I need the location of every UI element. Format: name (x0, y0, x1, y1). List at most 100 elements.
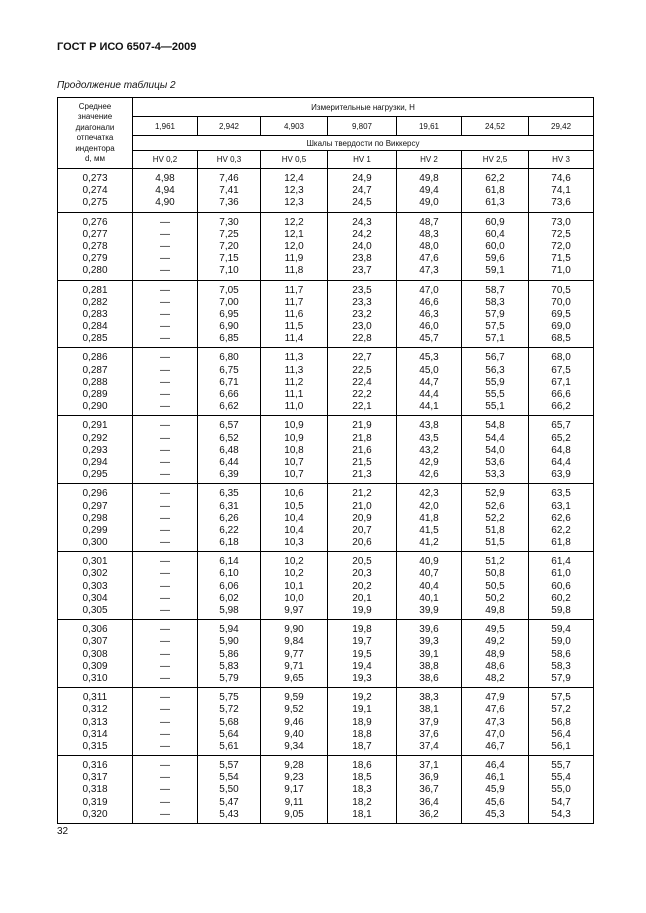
hardness-cell: 5,94 5,90 5,86 5,83 5,79 (197, 619, 261, 689)
diagonal: 0,274 (82, 185, 108, 197)
hardness: 10,2 (284, 556, 304, 568)
diagonal: 0,281 (82, 284, 108, 296)
hardness: 5,72 (219, 704, 239, 716)
hardness: 6,62 (219, 401, 239, 413)
hardness: 42,0 (419, 500, 439, 512)
hardness: 7,05 (219, 284, 239, 296)
hardness: 61,4 (551, 556, 571, 568)
hardness: 48,2 (485, 672, 505, 684)
diagonal: 0,288 (82, 376, 108, 388)
hardness: 24,9 (352, 173, 372, 184)
row-group: 0,306 0,307 0,308 0,309 0,310— — — — —5,94 5,90 5,… (57, 619, 595, 689)
hardness: 5,61 (219, 740, 239, 752)
hardness: 47,9 (485, 692, 505, 704)
header-line: d, мм (85, 154, 105, 163)
hardness: — (160, 469, 170, 481)
hardness-cell: 7,05 7,00 6,95 6,90 6,85 (197, 279, 261, 349)
hardness: 48,7 (419, 216, 439, 228)
diagonal: 0,293 (82, 444, 108, 456)
hardness: 18,2 (352, 796, 372, 808)
hardness: 70,0 (551, 296, 571, 308)
hardness-cell: 60,9 60,4 60,0 59,6 59,1 (461, 211, 529, 281)
hardness: 6,85 (219, 333, 239, 345)
hardness: 56,8 (551, 716, 571, 728)
hardness-cell: 4,98 4,94 4,90 (132, 168, 198, 213)
hardness: 23,5 (352, 284, 372, 296)
hardness: 60,0 (485, 240, 505, 252)
hardness: 6,18 (219, 537, 239, 549)
hardness: 59,1 (485, 265, 505, 277)
hardness: 18,7 (352, 740, 372, 752)
hardness: 24,2 (352, 228, 372, 240)
hardness: 20,6 (352, 537, 372, 549)
hardness-cell: — — — — — (132, 415, 198, 485)
hardness-cell: — — — — — (132, 755, 198, 824)
hardness: 10,0 (284, 592, 304, 604)
hardness: — (160, 660, 170, 672)
hardness: 45,7 (419, 333, 439, 345)
hardness: 54,8 (485, 420, 505, 432)
hardness-cell: 62,2 61,8 61,3 (461, 168, 529, 213)
load-value: 24,52 (461, 116, 529, 136)
load-value: 4,903 (260, 116, 328, 136)
hardness-cell: — — — — — (132, 211, 198, 281)
first-column-header: Среднее значение диагонали отпечатка инденто… (57, 97, 133, 169)
hardness: 21,6 (352, 444, 372, 456)
hardness-cell: 9,59 9,52 9,46 9,40 9,34 (260, 687, 328, 757)
hardness: — (160, 624, 170, 636)
hardness: 36,4 (419, 796, 439, 808)
hardness: 60,6 (551, 580, 571, 592)
hardness: 47,0 (485, 728, 505, 740)
diagonal: 0,277 (82, 228, 108, 240)
hardness: 64,8 (551, 444, 571, 456)
scale-name: HV 3 (527, 150, 595, 169)
hardness: 51,2 (485, 556, 505, 568)
hardness: 74,6 (551, 173, 571, 184)
page-number: 32 (57, 826, 69, 837)
hardness: 56,4 (551, 728, 571, 740)
hardness: 48,0 (419, 240, 439, 252)
diagonal: 0,320 (82, 808, 108, 820)
diagonal: 0,310 (82, 672, 108, 684)
hardness: 58,3 (485, 296, 505, 308)
diagonal: 0,312 (82, 704, 108, 716)
hardness: 42,6 (419, 469, 439, 481)
diagonal: 0,301 (82, 556, 108, 568)
hardness: 11,7 (284, 284, 304, 296)
hardness: 4,94 (155, 185, 175, 197)
hardness: 18,6 (352, 760, 372, 772)
load-value: 2,942 (197, 116, 261, 136)
hardness: 38,1 (419, 704, 439, 716)
hardness-cell: 10,2 10,2 10,1 10,0 9,97 (260, 551, 328, 621)
hardness-cell: 10,9 10,9 10,8 10,7 10,7 (260, 415, 328, 485)
hardness: 54,4 (485, 432, 505, 444)
hardness: 47,0 (419, 284, 439, 296)
hardness-cell: 73,0 72,5 72,0 71,5 71,0 (527, 211, 595, 281)
hardness: 39,6 (419, 624, 439, 636)
hardness: 9,52 (284, 704, 304, 716)
diagonal: 0,300 (82, 537, 108, 549)
hardness: — (160, 556, 170, 568)
hardness: — (160, 796, 170, 808)
hardness-cell: 37,1 36,9 36,7 36,4 36,2 (396, 755, 462, 824)
hardness-cell: 19,2 19,1 18,9 18,8 18,7 (327, 687, 397, 757)
hardness: 11,3 (284, 364, 304, 376)
hardness: 64,4 (551, 456, 571, 468)
hardness: 18,9 (352, 716, 372, 728)
hardness-cell: — — — — — (132, 347, 198, 417)
hardness: 43,5 (419, 432, 439, 444)
hardness: 63,5 (551, 488, 571, 500)
hardness: 12,3 (284, 185, 304, 197)
hardness-cell: 21,2 21,0 20,9 20,7 20,6 (327, 483, 397, 553)
hardness: 39,1 (419, 648, 439, 660)
hardness: 10,7 (284, 456, 304, 468)
hardness: 20,5 (352, 556, 372, 568)
hardness-cell: — — — — — (132, 551, 198, 621)
hardness: 6,14 (219, 556, 239, 568)
hardness: 9,71 (284, 660, 304, 672)
hardness: — (160, 728, 170, 740)
hardness: 12,2 (284, 216, 304, 228)
hardness: 22,4 (352, 376, 372, 388)
hardness-cell: 19,8 19,7 19,5 19,4 19,3 (327, 619, 397, 689)
hardness: 23,0 (352, 321, 372, 333)
